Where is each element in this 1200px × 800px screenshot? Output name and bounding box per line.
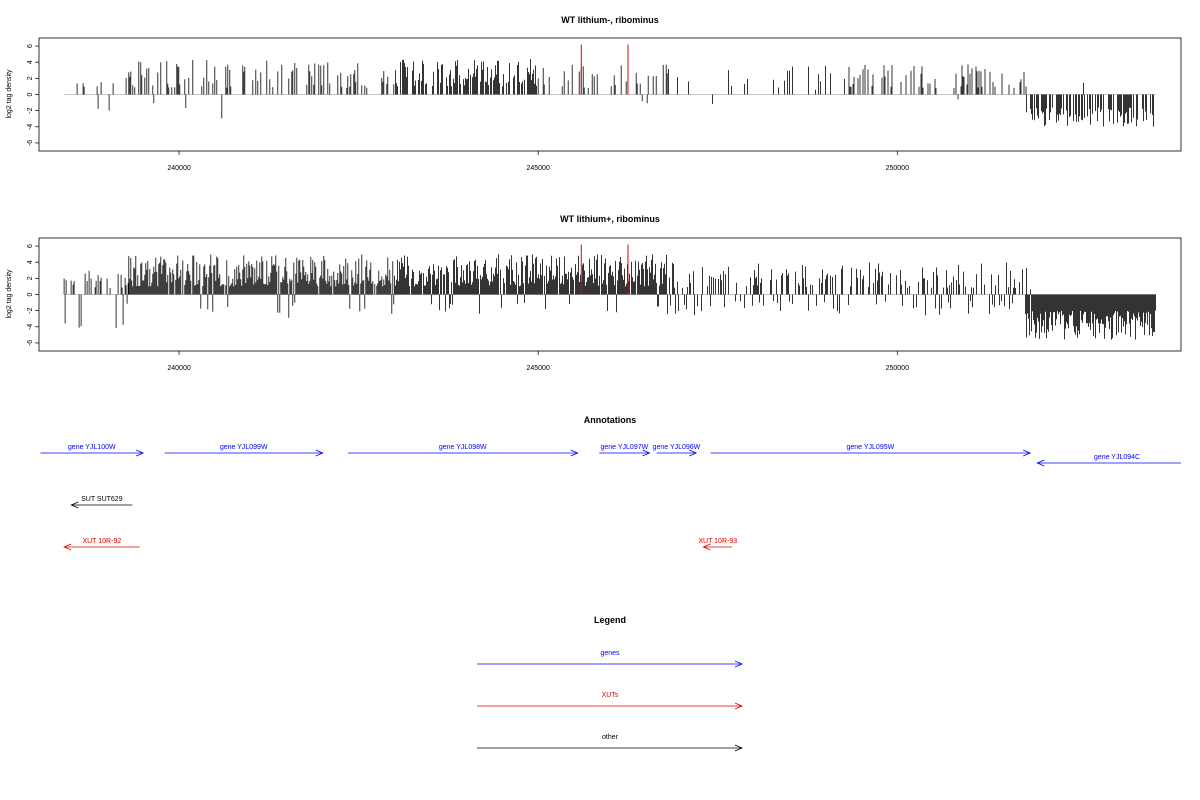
feature-label: gene YJL098W xyxy=(439,444,487,451)
y-tick-label: 4 xyxy=(27,60,34,64)
x-tick-label: 240000 xyxy=(167,365,190,372)
annotation-feature: gene YJL097W xyxy=(599,444,651,457)
annotation-feature: gene YJL096W xyxy=(653,444,701,457)
annotation-feature: SUT SUT629 xyxy=(70,496,133,509)
feature-arrowhead xyxy=(570,449,579,457)
panel-1-ylabel: log2 tag density xyxy=(6,69,13,119)
annotation-feature: gene YJL100W xyxy=(40,444,145,457)
y-tick-label: 2 xyxy=(27,276,34,280)
legend-label: other xyxy=(602,734,619,741)
feature-arrowhead xyxy=(702,543,711,551)
y-tick-label: -6 xyxy=(27,140,34,146)
annotation-feature: gene YJL099W xyxy=(164,444,324,457)
feature-arrowhead xyxy=(642,449,651,457)
annotation-feature: gene YJL098W xyxy=(347,444,579,457)
y-tick-label: -2 xyxy=(27,107,34,113)
feature-label: gene YJL094C xyxy=(1094,454,1140,461)
feature-label: gene YJL097W xyxy=(600,444,648,451)
y-tick-label: -6 xyxy=(27,340,34,346)
annotation-feature: XUT 10R-92 xyxy=(63,538,140,551)
panel-2-bars xyxy=(63,244,1156,340)
annotation-feature: gene YJL095W xyxy=(710,444,1032,457)
panel-1-title: WT lithium-, ribominus xyxy=(561,15,659,25)
y-tick-label: -4 xyxy=(27,124,34,130)
feature-label: gene YJL095W xyxy=(846,444,894,451)
x-tick-label: 240000 xyxy=(167,165,190,172)
annotations-track: Annotations gene YJL100W gene YJL099W gene… xyxy=(40,415,1181,551)
feature-arrowhead xyxy=(135,449,145,457)
y-tick-label: 0 xyxy=(27,92,34,96)
panel-1-bars xyxy=(64,44,1156,127)
legend-item: other xyxy=(477,734,744,752)
feature-label: gene YJL100W xyxy=(68,444,116,451)
feature-label: gene YJL099W xyxy=(220,444,268,451)
y-tick-label: 4 xyxy=(27,260,34,264)
legend-items: genes XUTs other xyxy=(477,650,744,752)
x-tick-label: 245000 xyxy=(526,165,549,172)
annotations-title: Annotations xyxy=(584,415,637,425)
feature-label: XUT 10R-93 xyxy=(698,538,737,545)
x-tick-label: 245000 xyxy=(526,365,549,372)
legend-label: genes xyxy=(600,650,620,657)
feature-arrowhead xyxy=(315,449,324,457)
annotation-features: gene YJL100W gene YJL099W gene YJL098W gene… xyxy=(40,444,1181,551)
x-tick-label: 250000 xyxy=(886,365,909,372)
feature-arrowhead xyxy=(70,501,79,509)
feature-arrowhead xyxy=(689,449,698,457)
panel-wt-lithium-minus: WT lithium-, ribominus log2 tag density … xyxy=(6,15,1182,172)
legend-arrowhead xyxy=(734,702,744,710)
panel-2-ylabel: log2 tag density xyxy=(6,269,13,319)
legend-arrowhead xyxy=(734,660,744,668)
annotation-feature: gene YJL094C xyxy=(1036,454,1181,467)
legend-item: XUTs xyxy=(477,692,744,710)
feature-arrowhead xyxy=(1036,459,1045,467)
legend-arrowhead xyxy=(734,744,744,752)
y-tick-label: -2 xyxy=(27,307,34,313)
panel-1-axes: -6 -4 -2 0 2 4 6 240000 245000 250000 xyxy=(27,44,909,172)
legend-title: Legend xyxy=(594,615,626,625)
y-tick-label: 6 xyxy=(27,244,34,248)
panel-2-axes: -6 -4 -2 0 2 4 6 240000 245000 250000 xyxy=(27,244,909,372)
feature-label: XUT 10R-92 xyxy=(82,538,121,545)
panel-wt-lithium-plus: WT lithium+, ribominus log2 tag density … xyxy=(6,214,1182,372)
feature-arrowhead xyxy=(63,543,72,551)
legend-label: XUTs xyxy=(602,692,619,699)
legend: Legend genes XUTs other xyxy=(477,615,744,752)
x-tick-label: 250000 xyxy=(886,165,909,172)
y-tick-label: 2 xyxy=(27,76,34,80)
y-tick-label: 0 xyxy=(27,292,34,296)
legend-item: genes xyxy=(477,650,744,668)
feature-label: SUT SUT629 xyxy=(81,496,123,503)
y-tick-label: -4 xyxy=(27,324,34,330)
feature-label: gene YJL096W xyxy=(653,444,701,451)
y-tick-label: 6 xyxy=(27,44,34,48)
feature-arrowhead xyxy=(1023,449,1032,457)
panel-2-title: WT lithium+, ribominus xyxy=(560,214,660,224)
annotation-feature: XUT 10R-93 xyxy=(698,538,737,551)
